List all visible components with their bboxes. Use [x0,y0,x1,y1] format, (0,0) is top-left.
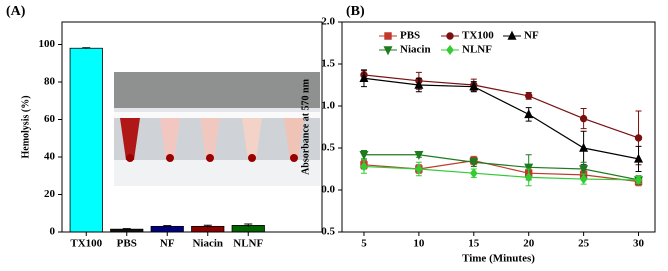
y-tick-label: 60 [44,113,56,125]
line [363,165,639,181]
marker [634,134,643,142]
plot-frame [61,21,323,233]
marker [359,72,369,82]
legend-marker [446,32,454,40]
marker [525,92,533,100]
panel-label: (A) [6,4,26,19]
marker [414,151,424,161]
marker [360,161,368,172]
marker [524,172,533,183]
marker [524,163,534,173]
y-tick-label: 100 [39,38,56,50]
y-tick-label: 0.0 [321,184,335,196]
error-bar [122,228,131,230]
marker [469,81,479,91]
x-tick-label: Niacin [192,238,223,250]
legend-marker [446,44,454,56]
line [363,154,639,181]
y-tick-label: -0.5 [318,226,336,238]
y-tick-label: 1.0 [321,100,335,112]
legend-label: Niacin [400,44,431,56]
x-tick-label: PBS [117,238,137,250]
line [363,74,639,139]
marker [579,165,589,175]
y-tick-label: 80 [44,76,56,88]
x-tick-label: NF [160,238,175,250]
marker [579,114,588,123]
error-bar [203,224,212,228]
marker [634,153,644,163]
marker [524,109,534,119]
marker [359,151,369,161]
panel-label: (B) [346,4,365,19]
legend-label: NF [524,30,539,42]
bar [150,225,184,233]
x-tick-label: 5 [361,238,367,250]
y-tick-label: 40 [44,151,56,163]
x-tick-label: NLNF [233,238,263,250]
y-axis-label: Absorbance at 570 nm [300,78,311,175]
marker [469,158,479,168]
marker [579,174,588,185]
line [363,77,639,160]
bar [69,47,103,233]
error-bar [82,47,91,49]
y-tick-label: 2.0 [321,16,335,28]
y-tick-label: 20 [44,188,56,200]
plot-frame [341,21,656,233]
x-axis-label: Time (Minutes) [462,253,535,265]
x-tick-label: TX100 [70,238,102,250]
marker [414,79,424,89]
line [363,159,639,183]
legend-label: NLNF [462,44,492,56]
y-tick-label: 0 [50,226,56,238]
y-tick-label: 1.5 [321,58,335,70]
x-tick-label: 20 [523,238,535,250]
photo-inset [114,72,320,186]
x-tick-label: 15 [468,238,480,250]
legend-label: PBS [400,30,420,42]
y-tick-label: 0.5 [321,142,335,154]
marker [415,163,423,175]
legend-marker [507,30,517,40]
x-tick-label: 30 [633,238,645,250]
x-tick-label: 25 [578,238,590,250]
marker [634,174,643,185]
legend-marker [384,32,392,40]
error-bar [163,225,172,228]
marker [579,142,589,152]
legend-marker [383,46,393,56]
y-axis-label: Hemolysis (%) [20,95,31,158]
error-bar [244,223,253,227]
marker [469,168,478,179]
legend-label: TX100 [462,30,494,42]
x-tick-label: 10 [413,238,425,250]
